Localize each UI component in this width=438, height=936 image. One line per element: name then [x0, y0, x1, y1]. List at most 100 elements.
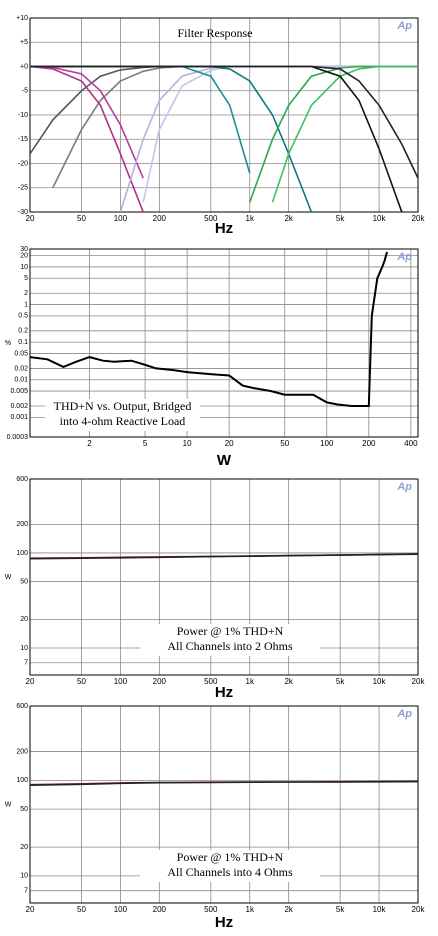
y-tick-label: 0.01: [14, 377, 28, 384]
y-tick-label: 0.05: [14, 350, 28, 357]
x-tick-label: 100: [114, 677, 128, 686]
x-axis-label: W: [217, 452, 232, 469]
y-tick-label: 7: [24, 888, 28, 895]
plot-border: [29, 17, 419, 213]
y-tick-label: 1: [24, 301, 28, 308]
logo: Ap: [396, 251, 412, 263]
x-tick-label: 100: [320, 439, 334, 448]
y-tick-label: 10: [20, 873, 28, 880]
y-tick-label: 0.2: [18, 328, 28, 335]
x-tick-label: 100: [114, 905, 128, 914]
chart: 20 50 100 200 500 1k 2k 5k 10k 20k 600 200 100 50 20 10…: [5, 703, 426, 931]
annotation-box: [140, 624, 320, 656]
annotation: All Channels into 2 Ohms: [167, 639, 293, 653]
x-tick-label: 10k: [373, 214, 387, 223]
series-line: [30, 65, 144, 179]
x-tick-label: 500: [204, 905, 218, 914]
y-axis-label: W: [5, 574, 12, 581]
y-tick-label: 20: [20, 252, 28, 259]
x-tick-label: 20k: [412, 905, 426, 914]
x-tick-label: 500: [204, 214, 218, 223]
x-tick-label: 100: [114, 214, 128, 223]
y-tick-label: 10: [20, 645, 28, 652]
x-tick-label: 500: [204, 677, 218, 686]
y-tick-label: 5: [24, 275, 28, 282]
x-tick-label: 20: [26, 214, 35, 223]
y-tick-label: -15: [18, 136, 28, 143]
y-tick-label: 20: [20, 844, 28, 851]
series-line: [271, 65, 418, 203]
x-tick-label: 20k: [412, 214, 426, 223]
x-tick-label: 20k: [412, 677, 426, 686]
logo: Ap: [396, 20, 412, 32]
y-tick-label: 0.5: [18, 313, 28, 320]
series-line: [30, 65, 418, 179]
y-tick-label: 30: [20, 246, 28, 253]
annotation: THD+N vs. Output, Bridged: [54, 399, 192, 413]
y-tick-label: 0.02: [14, 365, 28, 372]
y-tick-label: 50: [20, 806, 28, 813]
x-tick-label: 2k: [284, 905, 293, 914]
x-tick-label: 5k: [336, 214, 345, 223]
y-tick-label: 600: [16, 703, 28, 710]
x-tick-label: 10: [183, 439, 192, 448]
plot-border: [29, 705, 419, 904]
y-tick-label: 600: [16, 476, 28, 483]
x-tick-label: 2k: [284, 677, 293, 686]
x-tick-label: 5: [143, 439, 148, 448]
x-tick-label: 50: [77, 905, 86, 914]
y-tick-label: 20: [20, 616, 28, 623]
y-tick-label: 0.0003: [7, 434, 29, 441]
x-tick-label: 2k: [284, 214, 293, 223]
logo: Ap: [396, 708, 412, 720]
x-tick-label: 50: [77, 214, 86, 223]
plot-border: [29, 248, 419, 438]
x-axis-label: Hz: [215, 684, 233, 701]
y-tick-label: 2: [24, 290, 28, 297]
y-tick-label: 0.005: [10, 388, 28, 395]
annotation-box: [140, 850, 320, 882]
x-tick-label: 1k: [246, 905, 255, 914]
y-tick-label: 0.001: [10, 414, 28, 421]
y-tick-label: -20: [18, 160, 28, 167]
annotation: Power @ 1% THD+N: [177, 624, 284, 638]
x-tick-label: 2: [87, 439, 92, 448]
y-tick-label: -10: [18, 112, 28, 119]
x-tick-label: 50: [280, 439, 289, 448]
chart: 2 5 10 20 50 100 200 4003020105210.50.20.10.050…: [5, 246, 419, 469]
x-tick-label: 200: [362, 439, 376, 448]
series-line: [30, 553, 418, 560]
y-tick-label: +5: [20, 39, 28, 46]
x-tick-label: 10k: [373, 677, 387, 686]
x-tick-label: 10k: [373, 905, 387, 914]
y-tick-label: 200: [16, 521, 28, 528]
x-tick-label: 20: [26, 905, 35, 914]
x-tick-label: 20: [26, 677, 35, 686]
annotation-box: [45, 399, 200, 431]
y-tick-label: +0: [20, 63, 28, 70]
x-tick-label: 200: [153, 677, 167, 686]
x-tick-label: 5k: [336, 905, 345, 914]
x-tick-label: 1k: [246, 214, 255, 223]
x-tick-label: 50: [77, 677, 86, 686]
x-tick-label: 200: [153, 214, 167, 223]
y-tick-label: 0.1: [18, 339, 28, 346]
y-tick-label: -25: [18, 185, 28, 192]
annotation: into 4-ohm Reactive Load: [60, 414, 186, 428]
series-line: [30, 780, 418, 786]
x-tick-label: 5k: [336, 677, 345, 686]
y-tick-label: 100: [16, 777, 28, 784]
y-tick-label: -5: [22, 88, 28, 95]
x-axis-label: Hz: [215, 914, 233, 931]
x-tick-label: 200: [153, 905, 167, 914]
series-line: [30, 65, 144, 212]
chart: 20 50 100 200 500 1k 2k 5k 10k 20k +10 +5 +0 -5 -10 -15…: [16, 15, 425, 237]
x-tick-label: 20: [225, 439, 234, 448]
y-tick-label: 200: [16, 748, 28, 755]
annotation: All Channels into 4 Ohms: [167, 865, 293, 879]
y-axis-label: W: [5, 801, 12, 808]
y-axis-label: %: [5, 340, 11, 347]
x-axis-label: Hz: [215, 220, 233, 237]
y-tick-label: 100: [16, 550, 28, 557]
